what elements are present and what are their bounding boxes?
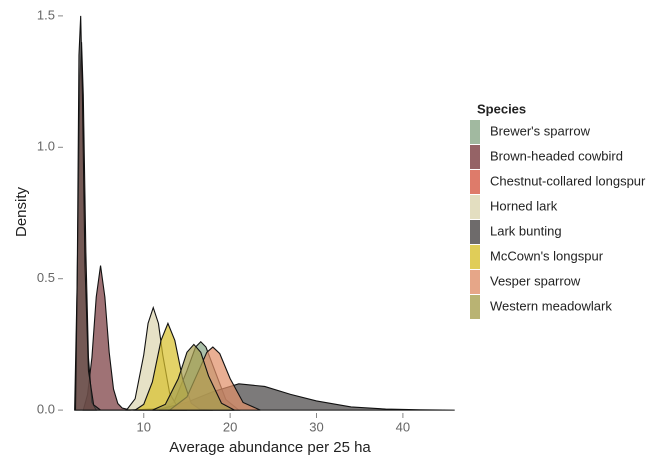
legend-title: Species	[477, 101, 526, 116]
legend-label: Lark bunting	[490, 223, 562, 238]
legend-key	[470, 295, 480, 319]
legend-key	[470, 270, 480, 294]
y-tick-label: 1.0	[37, 139, 55, 154]
density-area	[82, 265, 131, 411]
y-tick-label: 0.0	[37, 402, 55, 417]
legend-key	[470, 245, 480, 269]
legend-key	[470, 195, 480, 219]
density-area	[74, 15, 455, 411]
legend-label: Vesper sparrow	[490, 273, 581, 288]
legend-label: Brewer's sparrow	[490, 123, 591, 138]
y-tick-label: 1.5	[37, 7, 55, 22]
x-axis-title: Average abundance per 25 ha	[169, 439, 371, 456]
legend-label: McCown's longspur	[490, 248, 604, 263]
legend-key	[470, 220, 480, 244]
y-tick-label: 0.5	[37, 270, 55, 285]
legend-key	[470, 170, 480, 194]
density-area	[152, 343, 235, 411]
legend-label: Brown-headed cowbird	[490, 148, 623, 163]
y-axis-title: Density	[13, 186, 30, 237]
legend-label: Western meadowlark	[490, 298, 612, 313]
x-tick-label: 30	[309, 419, 323, 434]
x-tick-label: 20	[223, 419, 237, 434]
legend-label: Horned lark	[490, 198, 558, 213]
legend-key	[470, 145, 480, 169]
x-tick-label: 10	[137, 419, 151, 434]
legend-key	[470, 120, 480, 144]
x-tick-label: 40	[396, 419, 410, 434]
legend-label: Chestnut-collared longspur	[490, 173, 646, 188]
